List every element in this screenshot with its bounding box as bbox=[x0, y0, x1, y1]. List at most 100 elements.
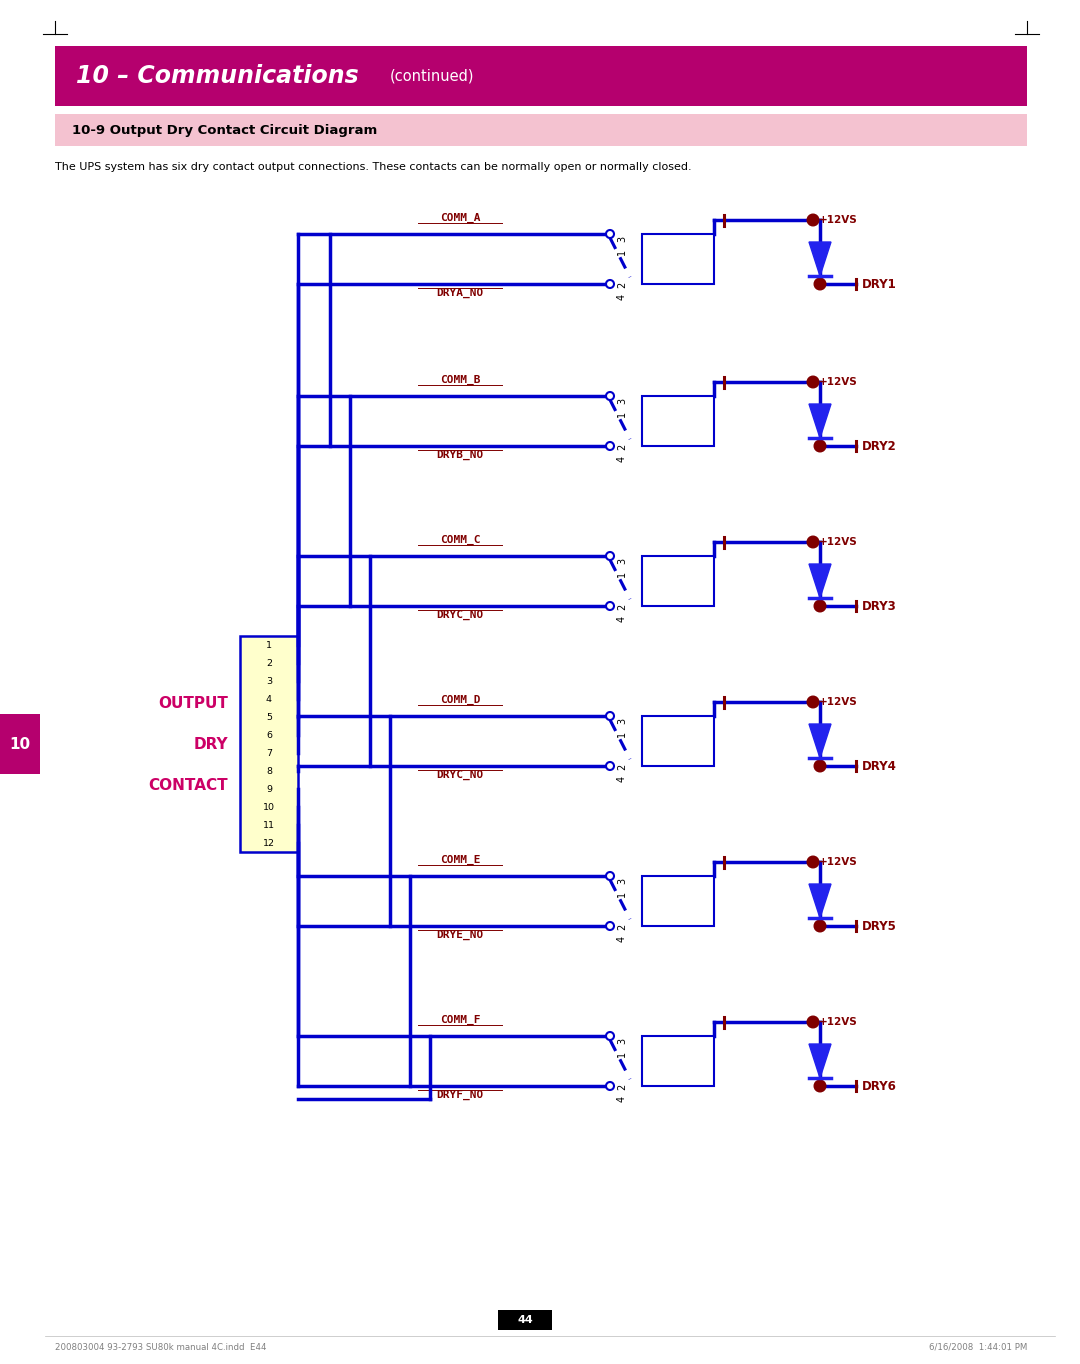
Text: +12VS: +12VS bbox=[819, 697, 858, 707]
Text: (continued): (continued) bbox=[390, 68, 474, 83]
Bar bbox=[642, 1037, 714, 1086]
Circle shape bbox=[814, 600, 826, 612]
Bar bbox=[642, 235, 714, 284]
Text: 1: 1 bbox=[617, 572, 627, 577]
Text: 1: 1 bbox=[617, 1052, 627, 1057]
Bar bbox=[55, 115, 1027, 146]
Text: +12VS: +12VS bbox=[819, 1018, 858, 1027]
Circle shape bbox=[606, 922, 615, 930]
Polygon shape bbox=[809, 724, 831, 758]
Text: 4: 4 bbox=[617, 776, 627, 782]
Text: 3: 3 bbox=[617, 878, 627, 884]
Text: DRY: DRY bbox=[193, 737, 228, 752]
Text: DRY2: DRY2 bbox=[862, 439, 896, 453]
Circle shape bbox=[807, 1016, 819, 1028]
Text: 1: 1 bbox=[617, 891, 627, 898]
Text: 3: 3 bbox=[617, 717, 627, 724]
Text: 2: 2 bbox=[617, 1084, 627, 1090]
Text: 1: 1 bbox=[617, 411, 627, 417]
Text: 10 – Communications: 10 – Communications bbox=[76, 64, 359, 89]
Text: 1: 1 bbox=[617, 731, 627, 737]
Text: 7: 7 bbox=[266, 749, 272, 757]
Text: 5: 5 bbox=[266, 712, 272, 722]
Text: +12VS: +12VS bbox=[819, 537, 858, 547]
Bar bbox=[55, 46, 1027, 106]
Text: 4: 4 bbox=[617, 456, 627, 462]
Text: 2: 2 bbox=[617, 923, 627, 930]
Circle shape bbox=[814, 278, 826, 289]
Text: 6: 6 bbox=[266, 731, 272, 739]
Text: +12VS: +12VS bbox=[819, 216, 858, 225]
Text: +12VS: +12VS bbox=[819, 376, 858, 387]
Polygon shape bbox=[809, 1043, 831, 1078]
Text: 11: 11 bbox=[264, 821, 275, 829]
Text: 10: 10 bbox=[264, 802, 275, 812]
Text: DRYA_NO: DRYA_NO bbox=[436, 288, 484, 299]
Text: 10-9 Output Dry Contact Circuit Diagram: 10-9 Output Dry Contact Circuit Diagram bbox=[72, 124, 377, 136]
Text: 3: 3 bbox=[617, 398, 627, 404]
Circle shape bbox=[606, 712, 615, 720]
Text: 9: 9 bbox=[266, 784, 272, 794]
Polygon shape bbox=[809, 404, 831, 438]
Text: DRYB_NO: DRYB_NO bbox=[436, 450, 484, 460]
Circle shape bbox=[606, 1033, 615, 1039]
Text: DRY6: DRY6 bbox=[862, 1079, 896, 1093]
Bar bbox=[642, 557, 714, 606]
Circle shape bbox=[807, 376, 819, 387]
Circle shape bbox=[606, 872, 615, 880]
Text: 2: 2 bbox=[617, 282, 627, 288]
Bar bbox=[498, 1309, 552, 1330]
Circle shape bbox=[606, 231, 615, 237]
Text: +12VS: +12VS bbox=[819, 857, 858, 868]
Text: 10: 10 bbox=[10, 737, 30, 752]
Bar bbox=[642, 396, 714, 446]
Text: COMM_A: COMM_A bbox=[440, 213, 481, 222]
Text: 2: 2 bbox=[617, 445, 627, 450]
Bar bbox=[240, 636, 298, 852]
Circle shape bbox=[814, 1080, 826, 1091]
Text: 4: 4 bbox=[617, 1097, 627, 1102]
Text: DRYC_NO: DRYC_NO bbox=[436, 610, 484, 621]
Text: DRYC_NO: DRYC_NO bbox=[436, 771, 484, 780]
Text: 44: 44 bbox=[517, 1315, 532, 1324]
Text: 3: 3 bbox=[266, 677, 272, 686]
Text: 1: 1 bbox=[617, 250, 627, 255]
Text: DRYE_NO: DRYE_NO bbox=[436, 930, 484, 940]
Text: DRYF_NO: DRYF_NO bbox=[436, 1090, 484, 1101]
Text: 2: 2 bbox=[266, 659, 272, 667]
Text: 3: 3 bbox=[617, 558, 627, 565]
Circle shape bbox=[606, 602, 615, 610]
Circle shape bbox=[606, 442, 615, 450]
Circle shape bbox=[807, 857, 819, 868]
Text: 12: 12 bbox=[264, 839, 275, 847]
Circle shape bbox=[807, 536, 819, 548]
Text: 200803004 93-2793 SU80k manual 4C.indd  E44: 200803004 93-2793 SU80k manual 4C.indd E… bbox=[55, 1342, 267, 1352]
Text: COMM_D: COMM_D bbox=[440, 694, 481, 705]
Text: The UPS system has six dry contact output connections. These contacts can be nor: The UPS system has six dry contact outpu… bbox=[55, 162, 691, 172]
Text: DRY3: DRY3 bbox=[862, 600, 896, 612]
Bar bbox=[0, 713, 40, 773]
Text: 3: 3 bbox=[617, 1038, 627, 1043]
Text: COMM_B: COMM_B bbox=[440, 375, 481, 385]
Text: OUTPUT: OUTPUT bbox=[158, 696, 228, 711]
Text: COMM_F: COMM_F bbox=[440, 1015, 481, 1024]
Text: DRY4: DRY4 bbox=[862, 760, 896, 772]
Text: 3: 3 bbox=[617, 236, 627, 243]
Bar bbox=[642, 876, 714, 926]
Text: 8: 8 bbox=[266, 767, 272, 776]
Polygon shape bbox=[809, 563, 831, 597]
Circle shape bbox=[814, 441, 826, 451]
Circle shape bbox=[807, 696, 819, 708]
Text: 6/16/2008  1:44:01 PM: 6/16/2008 1:44:01 PM bbox=[929, 1342, 1027, 1352]
Text: 2: 2 bbox=[617, 604, 627, 610]
Text: 2: 2 bbox=[617, 764, 627, 771]
Circle shape bbox=[814, 760, 826, 772]
Circle shape bbox=[606, 391, 615, 400]
Circle shape bbox=[606, 552, 615, 561]
Text: CONTACT: CONTACT bbox=[148, 777, 228, 792]
Text: COMM_E: COMM_E bbox=[440, 855, 481, 865]
Text: 4: 4 bbox=[266, 694, 272, 704]
Circle shape bbox=[814, 921, 826, 932]
Circle shape bbox=[807, 214, 819, 226]
Polygon shape bbox=[809, 241, 831, 276]
